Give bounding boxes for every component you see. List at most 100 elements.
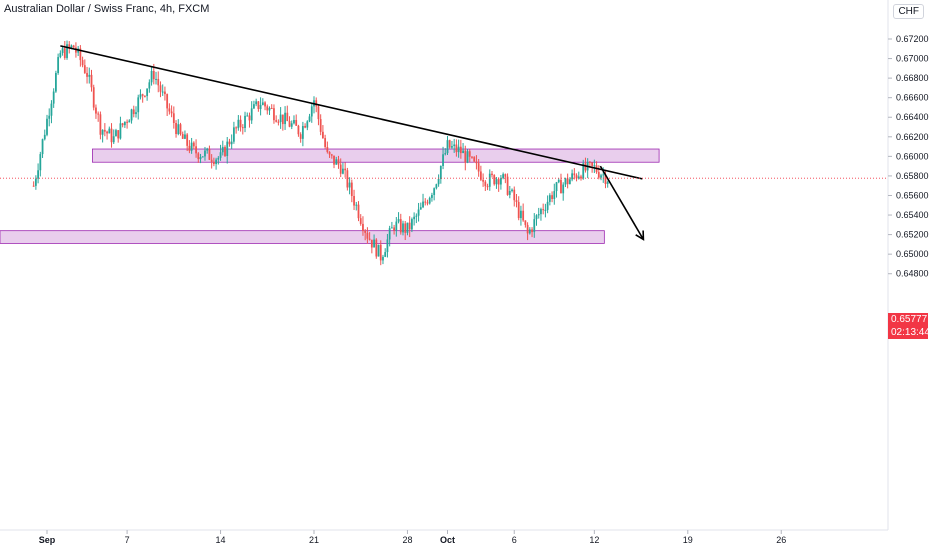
candle-body [362, 223, 364, 231]
candle-body [426, 202, 429, 204]
candle-body [99, 114, 102, 135]
candle-body [335, 159, 338, 165]
candle-body [359, 218, 362, 224]
candle-body [593, 165, 596, 167]
candle-body [170, 111, 173, 114]
candle-body [110, 128, 113, 143]
candle-body [273, 108, 275, 121]
candle-body [319, 119, 322, 132]
candle-body [537, 214, 540, 216]
candle-body [553, 191, 556, 199]
candle-body [290, 123, 293, 127]
candle-body [157, 78, 160, 86]
candle-body [150, 70, 153, 83]
candle-body [66, 44, 68, 58]
candle-body [333, 155, 335, 165]
candle-body [277, 121, 280, 123]
candle-body [295, 119, 298, 126]
candle-body [326, 146, 329, 152]
candle-body [575, 175, 578, 179]
candle-body [190, 142, 193, 151]
candle-body [493, 175, 496, 185]
candle-body [433, 188, 436, 195]
candle-body [43, 134, 46, 140]
candle-body [597, 172, 600, 178]
candle-body [571, 173, 573, 180]
candle-body [337, 159, 340, 165]
candle-body [531, 229, 533, 233]
candle-body [484, 181, 487, 187]
candle-body [288, 121, 291, 127]
candle-body [355, 204, 358, 206]
candle-body [602, 174, 605, 176]
drawings-layer [0, 45, 888, 241]
candle-body [52, 91, 55, 104]
candle-body [241, 127, 244, 129]
candle-body [513, 189, 516, 201]
candle-body [373, 239, 375, 248]
candle-body [500, 178, 502, 185]
time-tick-label: Sep [39, 535, 56, 545]
candle-body [562, 184, 565, 194]
price-tick-label: 0.65600 [896, 190, 929, 200]
candle-body [186, 134, 189, 146]
candle-body [560, 179, 562, 194]
candle-body [399, 219, 402, 233]
candle-body [446, 140, 449, 154]
candle-body [540, 209, 542, 215]
candle-body [224, 146, 226, 156]
candle-body [324, 138, 327, 147]
candle-body [497, 179, 500, 185]
candle-body [486, 186, 489, 188]
candle-body [386, 239, 389, 253]
candle-body [515, 200, 518, 202]
candle-body [286, 112, 289, 122]
candle-body [506, 176, 509, 195]
candle-body [566, 178, 569, 185]
candle-body [239, 119, 242, 128]
candle-body [315, 100, 318, 107]
candle-body [195, 146, 197, 154]
support-zone[interactable] [0, 230, 605, 244]
price-tick-label: 0.65200 [896, 230, 929, 240]
candle-body [68, 44, 71, 48]
candle-body [491, 173, 493, 176]
candle-body [126, 121, 128, 123]
candle-body [542, 209, 545, 211]
candle-body [233, 127, 235, 142]
resistance-zone[interactable] [92, 148, 660, 163]
candle-body [121, 123, 124, 126]
candle-body [244, 115, 246, 129]
candle-body [119, 123, 122, 139]
candle-body [308, 116, 311, 122]
candle-body [357, 204, 360, 219]
resistance-trendline[interactable] [60, 45, 643, 180]
price-axis: 0.67200 0.67000 0.66800 0.66600 0.66400 0.662… [888, 34, 929, 279]
time-tick-label: 21 [309, 535, 319, 545]
currency-badge[interactable]: CHF [893, 4, 924, 19]
candle-body [201, 156, 204, 158]
candle-body [557, 179, 560, 183]
candle-body [59, 52, 62, 58]
candle-body [464, 150, 467, 163]
price-tick-label: 0.64800 [896, 269, 929, 279]
candle-body [511, 189, 513, 191]
candle-body [141, 94, 144, 96]
candle-body [148, 82, 151, 89]
candle-body [70, 45, 73, 48]
candle-body [375, 239, 378, 257]
candle-body [159, 85, 162, 92]
candle-body [161, 91, 164, 93]
candle-body [275, 120, 278, 122]
candle-body [589, 161, 591, 163]
candle-body [475, 161, 478, 164]
candle-body [577, 176, 580, 179]
candle-body [448, 140, 451, 148]
projection-arrow-line[interactable] [599, 165, 645, 240]
candle-body [39, 154, 42, 171]
candle-body [90, 74, 93, 88]
candle-body [63, 48, 66, 58]
candle-body [130, 109, 133, 121]
price-tick-label: 0.65400 [896, 210, 929, 220]
